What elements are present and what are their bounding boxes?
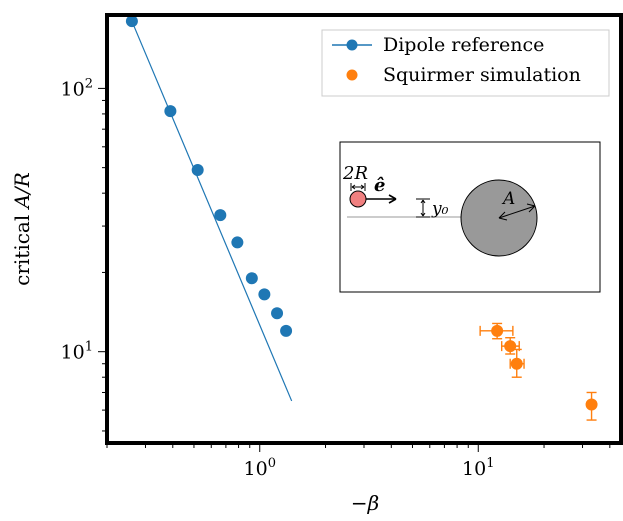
inset-label-e: ê xyxy=(374,175,385,196)
y-axis-label: critical A/R xyxy=(10,172,34,286)
inset-radius-arrowhead-b xyxy=(526,203,536,213)
data-point-dipole xyxy=(214,209,227,222)
inset-radius-arrow xyxy=(498,205,536,219)
y-tick-label: 102 xyxy=(61,76,93,100)
data-point-dipole xyxy=(258,288,271,301)
data-point-squirmer xyxy=(510,357,523,370)
legend-label-squirmer: Squirmer simulation xyxy=(383,64,581,86)
legend-box xyxy=(321,29,610,97)
data-point-dipole xyxy=(280,324,293,337)
series-line-dipole xyxy=(131,20,293,402)
x-tick-label: 100 xyxy=(244,456,276,480)
data-point-squirmer xyxy=(504,340,517,353)
inset-label-2R: 2R xyxy=(342,163,368,184)
y-tick-label: 101 xyxy=(61,340,93,364)
plot-area: 100 101 101 102 xyxy=(61,15,611,480)
inset-label-A: A xyxy=(501,189,515,209)
legend-label-dipole: Dipole reference xyxy=(383,34,544,56)
data-point-dipole xyxy=(231,236,244,249)
data-point-dipole xyxy=(245,272,258,285)
data-point-dipole xyxy=(191,163,204,176)
inset-radius-arrowhead-a xyxy=(498,211,508,221)
data-point-dipole xyxy=(125,15,138,28)
data-point-squirmer xyxy=(491,324,504,337)
data-point-dipole xyxy=(164,105,177,118)
legend-marker-dipole xyxy=(346,39,358,51)
x-tick-label: 101 xyxy=(462,456,494,480)
legend: Dipole reference Squirmer simulation xyxy=(321,29,610,97)
inset-diameter-marker xyxy=(350,183,366,191)
inset-swimmer xyxy=(349,190,367,208)
data-point-dipole xyxy=(271,307,284,320)
x-axis-label: −β xyxy=(351,491,379,515)
inset-offset-marker xyxy=(416,198,430,218)
legend-marker-squirmer xyxy=(346,69,358,81)
plot-frame xyxy=(105,13,623,445)
inset-label-y0: y₀ xyxy=(431,199,449,219)
series-group xyxy=(125,15,598,421)
data-point-squirmer xyxy=(585,398,598,411)
inset-diagram: A ê 2R y₀ xyxy=(339,141,601,293)
inset-direction-arrowhead xyxy=(388,194,397,204)
